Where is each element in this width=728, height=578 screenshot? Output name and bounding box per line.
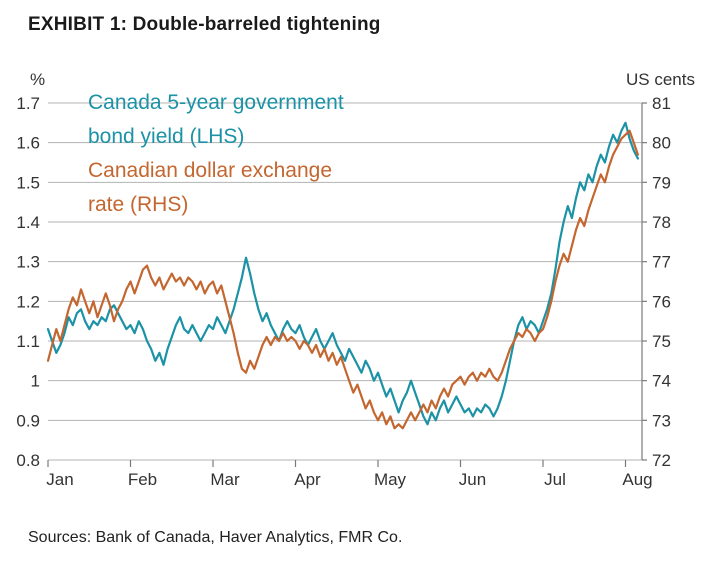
left-axis-tick-label: 0.8 — [16, 451, 40, 470]
right-axis-tick-label: 75 — [652, 332, 671, 351]
left-axis-tick-label: 1.3 — [16, 253, 40, 272]
x-axis-tick-label: Jan — [46, 470, 73, 489]
right-axis-tick-label: 81 — [652, 94, 671, 113]
left-axis-tick-label: 1.1 — [16, 332, 40, 351]
legend-exchange-rate-line2: rate (RHS) — [88, 193, 189, 216]
x-axis-tick-label: May — [374, 470, 407, 489]
left-axis-tick-label: 1.4 — [16, 213, 40, 232]
chart-legend: Canada 5-year government bond yield (LHS… — [88, 86, 344, 222]
right-axis-tick-label: 72 — [652, 451, 671, 470]
chart-title: EXHIBIT 1: Double-barreled tightening — [28, 14, 381, 35]
legend-item-bond-yield: Canada 5-year government bond yield (LHS… — [88, 86, 344, 154]
right-axis-tick-label: 78 — [652, 213, 671, 232]
left-axis-tick-label: 1.7 — [16, 94, 40, 113]
x-axis-tick-label: Feb — [128, 470, 157, 489]
legend-bond-yield-line2: bond yield (LHS) — [88, 125, 245, 148]
right-axis-tick-label: 77 — [652, 253, 671, 272]
x-axis-tick-label: Jun — [459, 470, 486, 489]
right-axis-tick-label: 80 — [652, 134, 671, 153]
left-axis-unit-label: % — [30, 70, 46, 89]
x-axis-tick-label: Mar — [210, 470, 240, 489]
legend-bond-yield-line1: Canada 5-year government — [88, 91, 344, 114]
legend-exchange-rate-line1: Canadian dollar exchange — [88, 159, 333, 182]
right-axis-tick-label: 74 — [652, 372, 671, 391]
right-axis-tick-label: 76 — [652, 292, 671, 311]
left-axis-tick-label: 0.9 — [16, 411, 40, 430]
right-axis-tick-label: 79 — [652, 173, 671, 192]
series-line-exchange-rate — [46, 129, 640, 430]
x-axis-tick-label: Aug — [622, 470, 652, 489]
source-note: Sources: Bank of Canada, Haver Analytics… — [28, 529, 403, 546]
left-axis-tick-label: 1.6 — [16, 134, 40, 153]
right-axis-tick-label: 73 — [652, 411, 671, 430]
x-axis-tick-label: Apr — [294, 470, 321, 489]
left-axis-tick-label: 1.2 — [16, 292, 40, 311]
right-axis-unit-label: US cents — [626, 70, 695, 89]
left-axis-tick-label: 1 — [31, 372, 40, 391]
x-axis-tick-label: Jul — [544, 470, 566, 489]
left-axis-tick-label: 1.5 — [16, 173, 40, 192]
legend-item-exchange-rate: Canadian dollar exchange rate (RHS) — [88, 154, 344, 222]
